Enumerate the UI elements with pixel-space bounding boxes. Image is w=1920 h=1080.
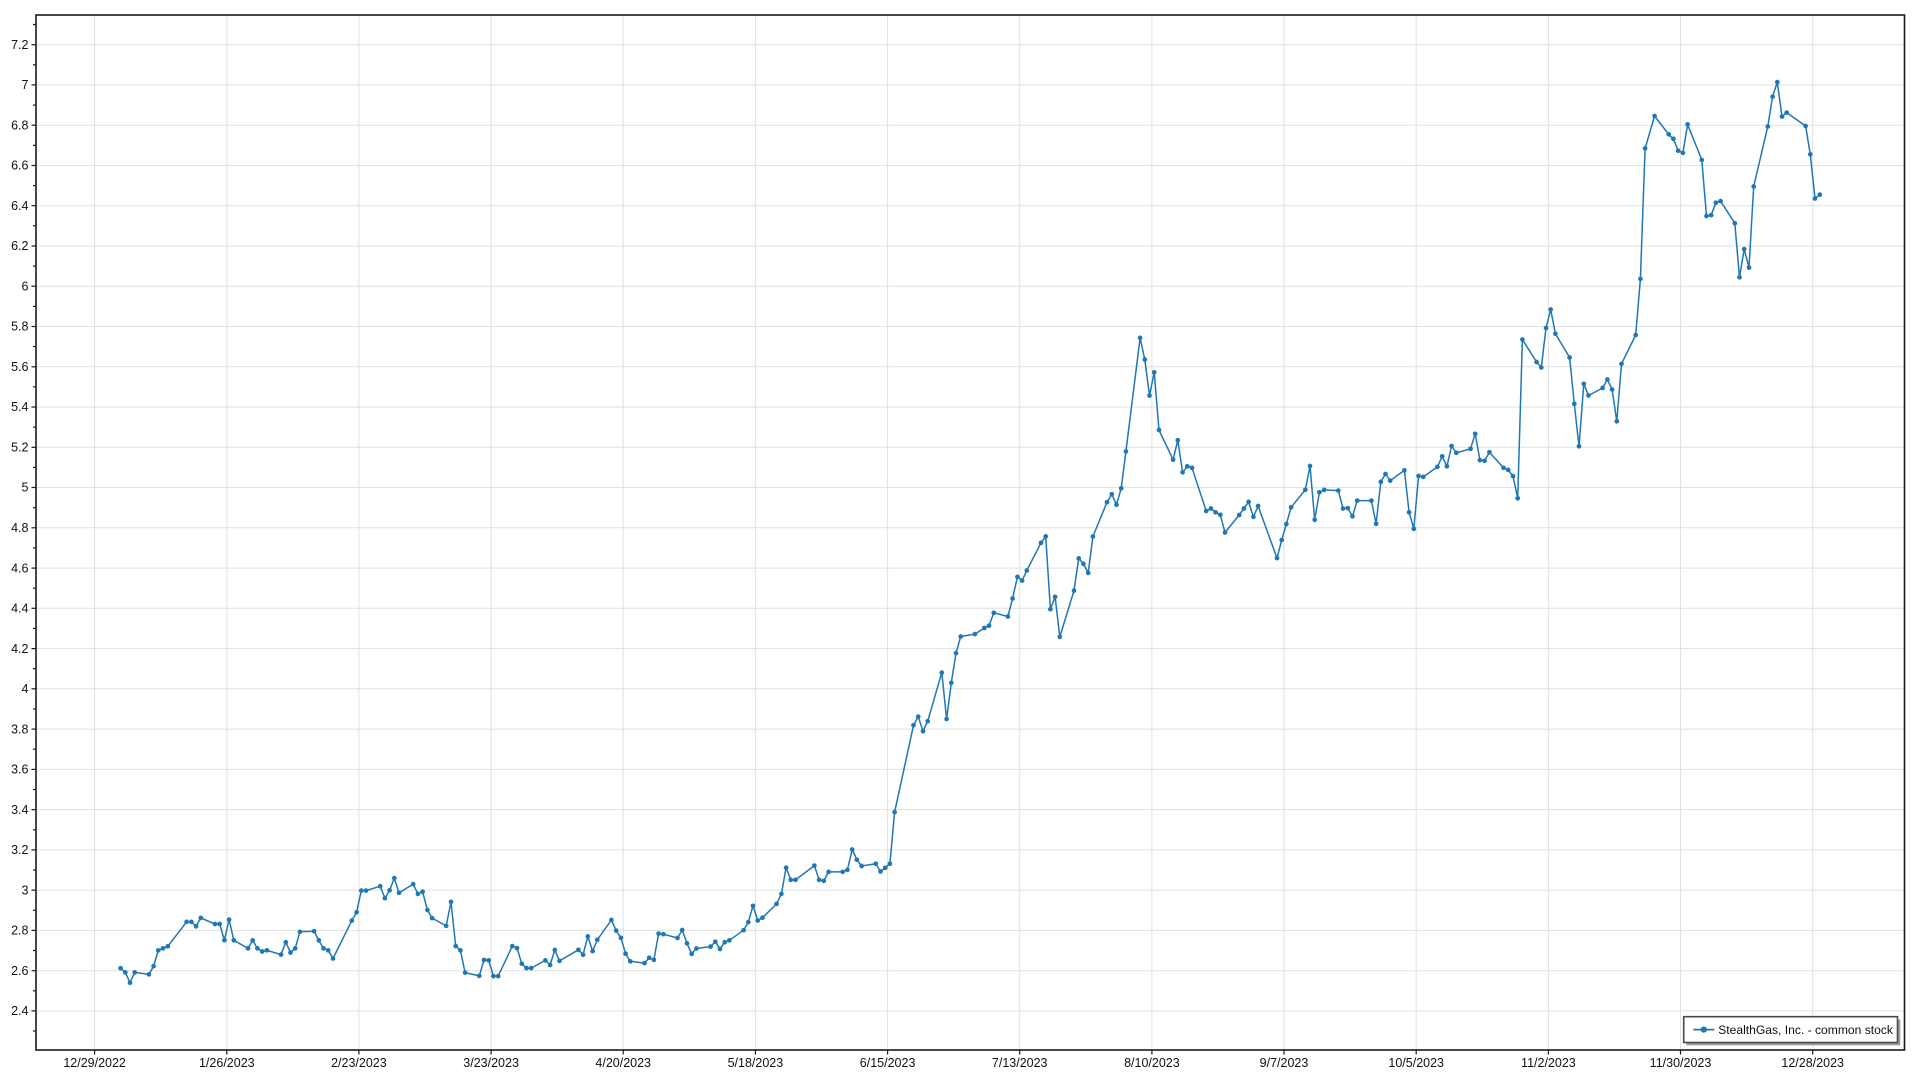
svg-text:6.6: 6.6 [11, 159, 28, 173]
svg-text:5.4: 5.4 [11, 400, 28, 414]
svg-text:5.2: 5.2 [11, 441, 28, 455]
svg-text:3.6: 3.6 [11, 763, 28, 777]
svg-text:5/18/2023: 5/18/2023 [728, 1056, 784, 1070]
svg-text:12/29/2022: 12/29/2022 [63, 1056, 126, 1070]
svg-text:2/23/2023: 2/23/2023 [331, 1056, 387, 1070]
svg-text:10/5/2023: 10/5/2023 [1388, 1056, 1444, 1070]
svg-text:1/26/2023: 1/26/2023 [199, 1056, 255, 1070]
svg-text:9/7/2023: 9/7/2023 [1260, 1056, 1309, 1070]
svg-text:2.8: 2.8 [11, 924, 28, 938]
svg-text:4.8: 4.8 [11, 521, 28, 535]
svg-text:3: 3 [22, 883, 29, 897]
svg-text:5.6: 5.6 [11, 360, 28, 374]
svg-text:7.2: 7.2 [11, 38, 28, 52]
svg-text:3.8: 3.8 [11, 722, 28, 736]
svg-text:11/30/2023: 11/30/2023 [1650, 1056, 1712, 1070]
svg-text:12/28/2023: 12/28/2023 [1781, 1056, 1844, 1070]
svg-text:4.2: 4.2 [11, 642, 28, 656]
svg-text:6: 6 [22, 279, 29, 293]
svg-text:8/10/2023: 8/10/2023 [1124, 1056, 1180, 1070]
svg-text:2.6: 2.6 [11, 964, 28, 978]
svg-text:4.4: 4.4 [11, 602, 28, 616]
svg-text:6/15/2023: 6/15/2023 [860, 1056, 916, 1070]
svg-text:4.6: 4.6 [11, 561, 28, 575]
svg-text:2.4: 2.4 [11, 1004, 28, 1018]
svg-text:6.8: 6.8 [11, 118, 28, 132]
svg-text:5.8: 5.8 [11, 320, 28, 334]
svg-text:4: 4 [22, 682, 29, 696]
svg-text:7/13/2023: 7/13/2023 [992, 1056, 1048, 1070]
svg-text:4/20/2023: 4/20/2023 [595, 1056, 651, 1070]
svg-text:6.4: 6.4 [11, 199, 28, 213]
svg-text:6.2: 6.2 [11, 239, 28, 253]
svg-text:11/2/2023: 11/2/2023 [1521, 1056, 1576, 1070]
svg-text:7: 7 [22, 78, 29, 92]
svg-text:3.4: 3.4 [11, 803, 28, 817]
svg-text:3.2: 3.2 [11, 843, 28, 857]
svg-text:StealthGas, Inc. - common stoc: StealthGas, Inc. - common stock [1718, 1023, 1894, 1037]
svg-text:3/23/2023: 3/23/2023 [463, 1056, 519, 1070]
svg-text:5: 5 [22, 481, 29, 495]
